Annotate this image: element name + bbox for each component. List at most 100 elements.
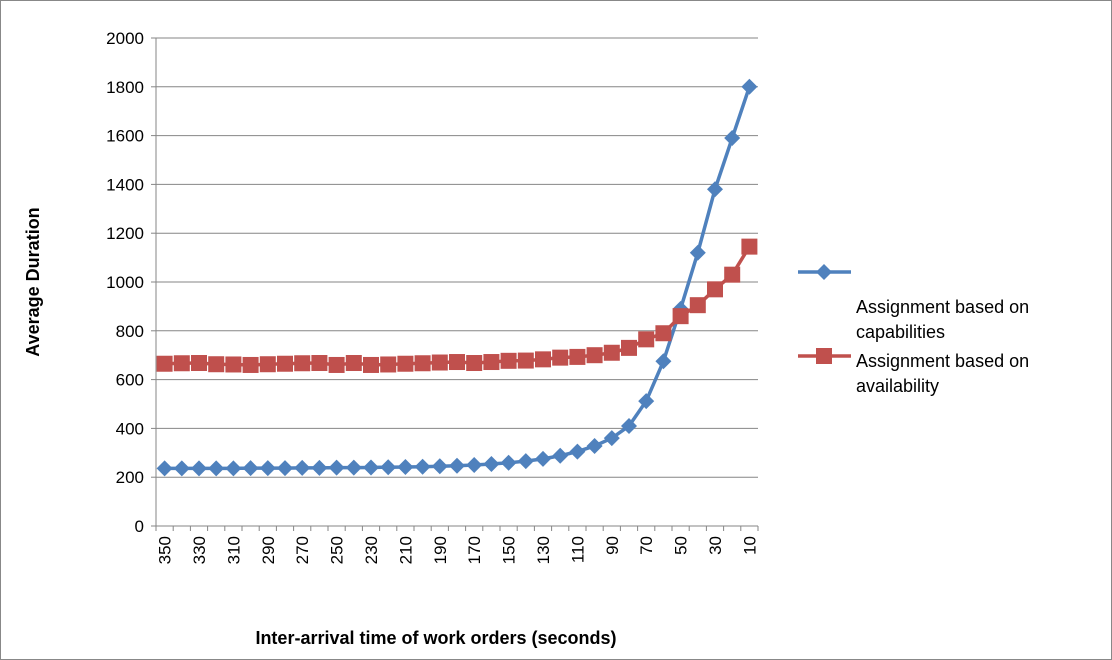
data-point (500, 454, 517, 471)
y-tick-label: 0 (135, 517, 144, 536)
y-axis-label: Average Duration (23, 207, 43, 356)
data-point (569, 348, 586, 365)
x-tick-label: 250 (328, 536, 347, 564)
data-point (191, 460, 207, 477)
data-point (816, 264, 832, 280)
data-point (208, 356, 225, 373)
x-tick-label: 30 (706, 536, 725, 555)
data-point (535, 351, 551, 368)
data-point (741, 78, 758, 95)
data-point (208, 460, 225, 477)
data-point (689, 244, 706, 261)
x-tick-label: 210 (396, 536, 415, 564)
data-point (363, 459, 379, 476)
x-axis-label: Inter-arrival time of work orders (secon… (255, 628, 616, 648)
data-point (380, 356, 397, 373)
data-point (431, 354, 448, 371)
data-point (242, 356, 259, 373)
data-point (483, 456, 500, 473)
data-point (397, 458, 414, 475)
data-point (414, 355, 431, 372)
x-tick-label: 310 (224, 536, 243, 564)
x-tick-label: 10 (740, 536, 759, 555)
data-point (638, 393, 655, 410)
data-point (191, 355, 207, 372)
data-point (621, 339, 637, 356)
x-tick-label: 170 (465, 536, 484, 564)
data-point (156, 355, 173, 372)
y-tick-label: 1800 (106, 78, 144, 97)
y-tick-label: 800 (116, 322, 144, 341)
data-point (259, 356, 276, 373)
data-point (586, 437, 603, 454)
data-point (724, 266, 741, 283)
x-tick-label: 50 (672, 536, 691, 555)
data-point (449, 457, 465, 474)
series-line (164, 86, 752, 471)
data-point (259, 460, 276, 477)
data-point (173, 460, 190, 477)
data-point (294, 459, 311, 476)
data-point (431, 458, 448, 475)
data-point (466, 355, 483, 372)
data-point (328, 356, 345, 373)
x-tick-label: 110 (568, 536, 587, 563)
y-tick-label: 2000 (106, 29, 144, 48)
data-point (345, 459, 362, 476)
x-tick-label: 150 (500, 536, 519, 564)
data-point (603, 430, 620, 447)
x-tick-label: 230 (362, 536, 381, 564)
data-point (535, 450, 551, 467)
data-point (517, 352, 534, 369)
data-point (328, 459, 345, 476)
data-point (483, 354, 500, 371)
data-point (816, 348, 832, 364)
data-point (707, 281, 723, 298)
data-point (500, 352, 517, 369)
data-point (655, 353, 672, 370)
data-point (311, 459, 328, 476)
y-tick-label: 1400 (106, 175, 144, 194)
data-point (603, 344, 620, 361)
data-point (156, 460, 173, 477)
data-point (277, 460, 293, 477)
data-point (311, 355, 328, 372)
data-point (414, 458, 431, 475)
data-point (672, 308, 689, 325)
y-tick-label: 400 (116, 419, 144, 438)
data-point (689, 297, 706, 314)
x-tick-label: 270 (293, 536, 312, 564)
data-point (225, 356, 242, 373)
data-point (621, 417, 637, 434)
data-point (569, 443, 586, 460)
y-tick-label: 200 (116, 468, 144, 487)
x-tick-label: 190 (431, 536, 450, 564)
data-point (466, 457, 483, 473)
y-tick-label: 1600 (106, 127, 144, 146)
legend-label: Assignment based on availability (856, 351, 1030, 396)
x-tick-label: 90 (603, 536, 622, 555)
x-tick-label: 290 (259, 536, 278, 564)
data-point (517, 453, 534, 470)
data-point (173, 355, 190, 372)
data-point (552, 447, 569, 464)
data-point (724, 130, 741, 147)
x-tick-label: 70 (637, 536, 656, 555)
x-tick-label: 130 (534, 536, 553, 564)
legend-label: Assignment based on capabilities (856, 297, 1030, 342)
data-point (397, 355, 414, 372)
data-point (294, 355, 311, 372)
data-point (741, 238, 758, 255)
y-tick-label: 1200 (106, 224, 144, 243)
series-line (164, 245, 751, 367)
data-point (655, 325, 672, 342)
data-point (586, 347, 603, 364)
data-point (638, 331, 655, 348)
data-point (449, 354, 465, 371)
data-point (380, 459, 397, 476)
data-point (242, 460, 259, 477)
data-point (707, 181, 723, 198)
x-tick-label: 330 (190, 536, 209, 564)
